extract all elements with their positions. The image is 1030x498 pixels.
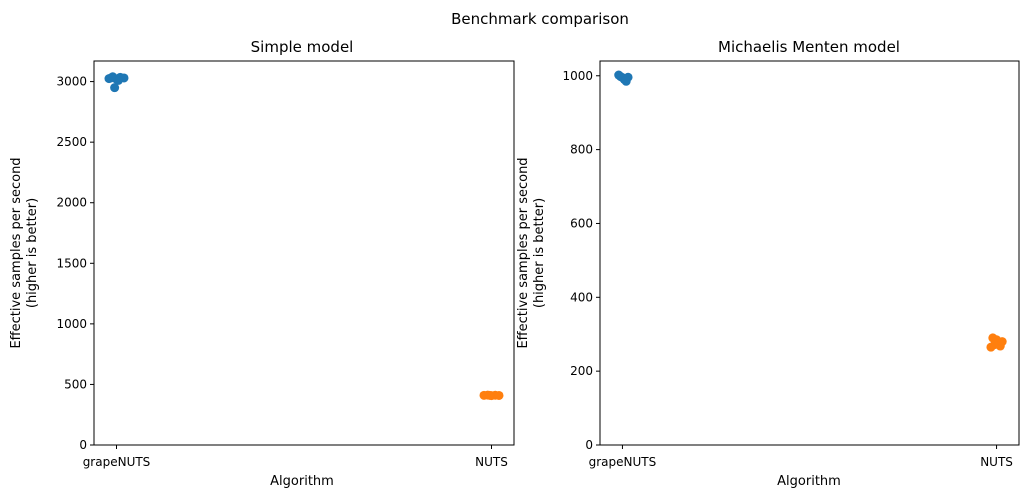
data-point-nuts bbox=[494, 390, 504, 400]
x-tick-label: grapeNUTS bbox=[589, 455, 657, 469]
y-axis-label-line-1: Effective samples per second bbox=[516, 157, 531, 348]
y-tick-label: 1500 bbox=[56, 256, 87, 270]
figure-suptitle: Benchmark comparison bbox=[451, 10, 629, 28]
panel-title: Michaelis Menten model bbox=[718, 38, 900, 56]
y-axis-label-line-2: (higher is better) bbox=[532, 198, 547, 308]
y-tick-label: 400 bbox=[570, 290, 593, 304]
axes-frame bbox=[93, 60, 515, 446]
y-tick-label: 0 bbox=[585, 438, 593, 452]
y-tick-label: 0 bbox=[79, 438, 87, 452]
x-tick-label: grapeNUTS bbox=[83, 455, 151, 469]
y-tick-label: 200 bbox=[570, 364, 593, 378]
y-axis-label-line-1: Effective samples per second bbox=[9, 157, 24, 348]
data-point-grapenuts bbox=[113, 75, 123, 85]
panel-simple-model: Simple model Algorithm Effective samples… bbox=[9, 38, 515, 489]
x-tick-label: NUTS bbox=[475, 455, 508, 469]
y-tick-label: 3000 bbox=[56, 75, 87, 89]
y-tick-label: 1000 bbox=[562, 69, 593, 83]
panel-michaelis-menten-model: Michaelis Menten model Algorithm Effecti… bbox=[516, 38, 1020, 489]
panel-title: Simple model bbox=[251, 38, 354, 56]
x-axis-label: Algorithm bbox=[777, 474, 841, 489]
data-point-grapenuts bbox=[620, 75, 630, 85]
x-axis-label: Algorithm bbox=[270, 474, 334, 489]
y-axis-label-line-2: (higher is better) bbox=[25, 198, 40, 308]
axes-frame bbox=[599, 60, 1020, 446]
y-tick-label: 1000 bbox=[56, 317, 87, 331]
y-tick-label: 2000 bbox=[56, 196, 87, 210]
y-tick-label: 500 bbox=[64, 377, 87, 391]
data-point-nuts bbox=[997, 337, 1007, 347]
x-tick-label: NUTS bbox=[980, 455, 1013, 469]
y-tick-label: 600 bbox=[570, 216, 593, 230]
data-point-grapenuts bbox=[110, 83, 120, 93]
data-point-nuts bbox=[986, 342, 996, 352]
y-tick-label: 800 bbox=[570, 143, 593, 157]
y-tick-label: 2500 bbox=[56, 135, 87, 149]
data-point-nuts bbox=[485, 390, 495, 400]
data-point-grapenuts bbox=[106, 73, 116, 83]
